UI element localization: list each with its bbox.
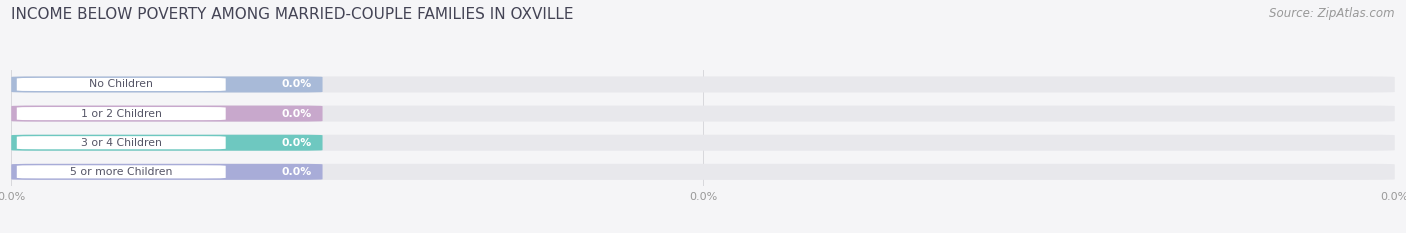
Text: 3 or 4 Children: 3 or 4 Children: [80, 138, 162, 148]
FancyBboxPatch shape: [17, 136, 226, 149]
Text: 0.0%: 0.0%: [281, 138, 312, 148]
FancyBboxPatch shape: [11, 135, 1395, 151]
Text: INCOME BELOW POVERTY AMONG MARRIED-COUPLE FAMILIES IN OXVILLE: INCOME BELOW POVERTY AMONG MARRIED-COUPL…: [11, 7, 574, 22]
FancyBboxPatch shape: [11, 106, 322, 122]
FancyBboxPatch shape: [11, 76, 322, 93]
FancyBboxPatch shape: [11, 106, 1395, 122]
Text: No Children: No Children: [90, 79, 153, 89]
Text: 0.0%: 0.0%: [281, 167, 312, 177]
FancyBboxPatch shape: [17, 78, 226, 91]
FancyBboxPatch shape: [17, 165, 226, 178]
FancyBboxPatch shape: [11, 164, 322, 180]
Text: 0.0%: 0.0%: [281, 109, 312, 119]
Text: 0.0%: 0.0%: [281, 79, 312, 89]
FancyBboxPatch shape: [17, 107, 226, 120]
FancyBboxPatch shape: [11, 76, 1395, 93]
Text: Source: ZipAtlas.com: Source: ZipAtlas.com: [1270, 7, 1395, 20]
FancyBboxPatch shape: [11, 135, 322, 151]
FancyBboxPatch shape: [11, 164, 1395, 180]
Text: 1 or 2 Children: 1 or 2 Children: [80, 109, 162, 119]
Text: 5 or more Children: 5 or more Children: [70, 167, 173, 177]
